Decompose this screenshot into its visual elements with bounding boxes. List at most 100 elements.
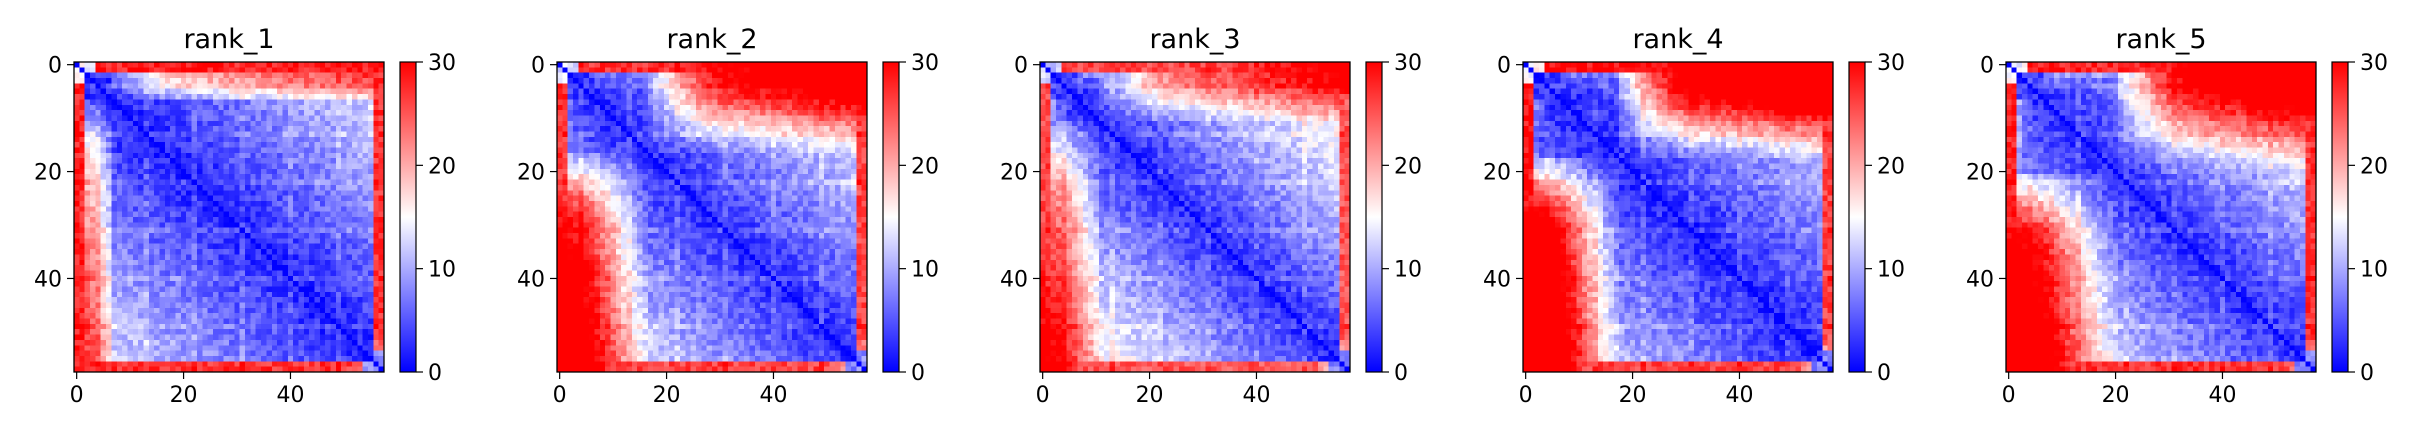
heatmap-cell	[180, 88, 187, 95]
heatmap-cell	[148, 297, 155, 303]
heatmap-cell	[170, 179, 176, 186]
heatmap-cell	[111, 270, 118, 277]
heatmap-cell	[674, 200, 681, 207]
heatmap-cell	[378, 152, 385, 159]
heatmap-cell	[138, 297, 144, 303]
heatmap-cell	[229, 115, 235, 122]
heatmap-cell	[599, 104, 606, 111]
heatmap-cell	[282, 366, 289, 373]
heatmap-cell	[330, 318, 337, 325]
heatmap-cell	[287, 243, 294, 250]
heatmap-cell	[695, 179, 702, 186]
heatmap-cell	[218, 313, 225, 319]
heatmap-cell	[845, 136, 852, 143]
heatmap-cell	[631, 62, 638, 68]
heatmap-cell	[781, 190, 788, 197]
heatmap-cell	[127, 265, 134, 271]
heatmap-cell	[701, 99, 708, 106]
heatmap-cell	[74, 249, 80, 255]
heatmap-cell	[335, 62, 342, 68]
heatmap-cell	[287, 323, 294, 330]
heatmap-cell	[212, 62, 219, 68]
heatmap-cell	[229, 259, 235, 266]
heatmap-cell	[309, 67, 315, 74]
heatmap-cell	[653, 142, 659, 148]
heatmap-cell	[271, 62, 278, 68]
heatmap-cell	[143, 355, 150, 362]
heatmap-cell	[378, 99, 385, 106]
heatmap-cell	[234, 350, 241, 357]
heatmap-cell	[850, 152, 857, 159]
heatmap-cell	[170, 78, 176, 84]
heatmap-cell	[207, 67, 214, 74]
heatmap-cell	[245, 238, 251, 245]
heatmap-cell	[615, 184, 622, 191]
heatmap-cell	[367, 200, 374, 207]
heatmap-cell	[330, 158, 337, 164]
heatmap-cell	[658, 72, 665, 79]
heatmap-cell	[132, 355, 139, 362]
heatmap-cell	[229, 291, 235, 298]
heatmap-cell	[663, 184, 670, 191]
heatmap-cell	[180, 206, 187, 213]
heatmap-cell	[653, 115, 659, 122]
heatmap-cell	[765, 179, 772, 186]
heatmap-cell	[239, 275, 246, 282]
heatmap-cell	[626, 104, 633, 111]
heatmap-cell	[223, 313, 230, 319]
heatmap-cell	[116, 200, 123, 207]
heatmap-cell	[685, 190, 692, 197]
heatmap-cell	[373, 72, 380, 79]
heatmap-cell	[74, 115, 80, 122]
heatmap-cell	[367, 184, 374, 191]
heatmap-cell	[631, 126, 638, 132]
heatmap-cell	[706, 67, 713, 74]
heatmap-cell	[261, 120, 267, 127]
heatmap-cell	[90, 366, 96, 373]
heatmap-cell	[567, 206, 574, 213]
heatmap-cell	[154, 120, 160, 127]
heatmap-cell	[266, 99, 273, 106]
heatmap-cell	[127, 115, 134, 122]
heatmap-cell	[749, 179, 756, 186]
heatmap-cell	[271, 275, 278, 282]
heatmap-cell	[341, 179, 347, 186]
heatmap-cell	[367, 131, 374, 138]
heatmap-cell	[74, 195, 80, 202]
heatmap-cell	[663, 158, 670, 164]
heatmap-cell	[154, 238, 160, 245]
heatmap-cell	[679, 115, 686, 122]
heatmap-cell	[266, 307, 273, 314]
heatmap-cell	[127, 131, 134, 138]
heatmap-cell	[180, 323, 187, 330]
heatmap-cell	[669, 206, 675, 213]
heatmap-cell	[351, 104, 358, 111]
heatmap-cell	[148, 307, 155, 314]
heatmap-cell	[186, 361, 192, 368]
heatmap-cell	[589, 152, 595, 159]
heatmap-cell	[802, 99, 809, 106]
heatmap-cell	[239, 339, 246, 346]
heatmap-cell	[138, 78, 144, 84]
heatmap-cell	[367, 227, 374, 234]
heatmap-cell	[362, 302, 369, 309]
heatmap-cell	[722, 200, 729, 207]
heatmap-cell	[562, 190, 569, 197]
heatmap-cell	[314, 302, 321, 309]
heatmap-cell	[341, 131, 347, 138]
heatmap-cell	[663, 83, 670, 90]
heatmap-cell	[346, 179, 353, 186]
heatmap-cell	[309, 104, 315, 111]
heatmap-cell	[309, 323, 315, 330]
heatmap-cell	[594, 110, 601, 116]
heatmap-cell	[325, 297, 331, 303]
heatmap-cell	[250, 265, 257, 271]
heatmap-cell	[808, 120, 814, 127]
heatmap-cell	[100, 275, 107, 282]
heatmap-cell	[159, 318, 166, 325]
heatmap-cell	[357, 281, 364, 287]
heatmap-cell	[245, 291, 251, 298]
heatmap-cell	[100, 99, 107, 106]
heatmap-cell	[191, 217, 198, 223]
heatmap-cell	[175, 313, 182, 319]
